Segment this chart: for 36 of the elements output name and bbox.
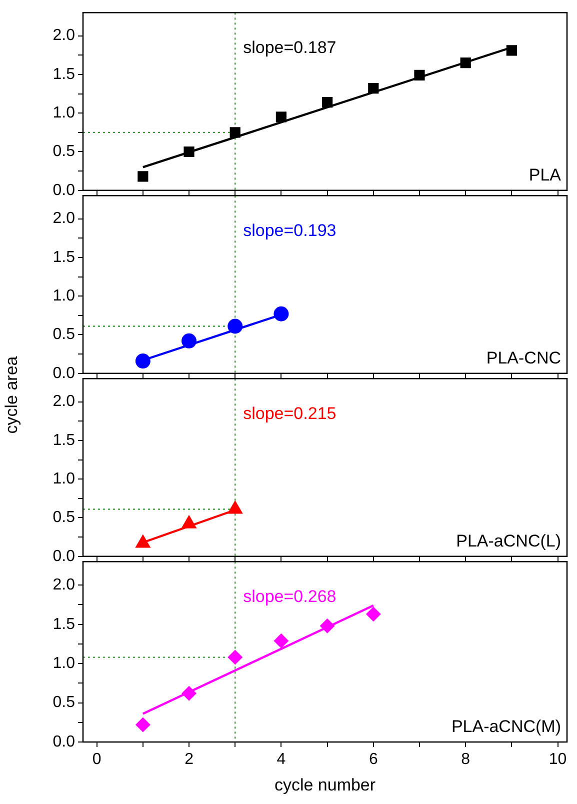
y-tick-label: 1.5 [52,66,76,83]
y-tick-label: 1.5 [52,248,76,266]
x-tick-label: 6 [368,751,378,768]
y-tick-label: 0.5 [52,509,76,526]
y-tick-label: 1.0 [52,288,76,304]
y-tick-label: 2.0 [52,210,76,228]
y-tick-label: 0.5 [52,694,76,712]
annotation: slope=0.268 [243,586,336,606]
y-tick-label: 0.0 [52,364,76,382]
y-tick-label: 0.5 [52,326,76,344]
y-tick-label: 0.5 [52,143,76,160]
text: PLA [528,166,562,185]
annotation: slope=0.187 [243,38,336,57]
y-tick-label: 2.0 [52,393,76,410]
x-axis-title: cycle number [274,775,376,794]
x-tick-label: 4 [276,751,286,768]
x-tick-label: 0 [92,751,102,768]
x-tick-label: 2 [184,751,194,768]
y-axis-title: cycle area [2,356,22,434]
x-tick-label: 8 [461,751,470,768]
y-tick-label: 1.0 [52,654,76,672]
annotation: slope=0.215 [243,404,336,423]
y-tick-label: 0.0 [52,182,76,199]
y-tick-label: 0.0 [52,548,76,565]
y-tick-label: 0.0 [52,733,76,750]
y-tick-label: 2.0 [52,576,76,594]
y-tick-label: 1.5 [52,616,76,633]
text: PLA-CNC [486,348,561,368]
text: PLA-aCNC(M) [451,717,561,736]
y-tick-label: 1.0 [52,104,76,122]
y-tick-label: 2.0 [52,27,76,44]
text: PLA-aCNC(L) [456,532,561,551]
annotation: slope=0.193 [243,220,336,240]
y-tick-label: 1.5 [52,432,76,449]
x-tick-label: 10 [548,751,567,768]
y-tick-label: 1.0 [52,470,76,488]
